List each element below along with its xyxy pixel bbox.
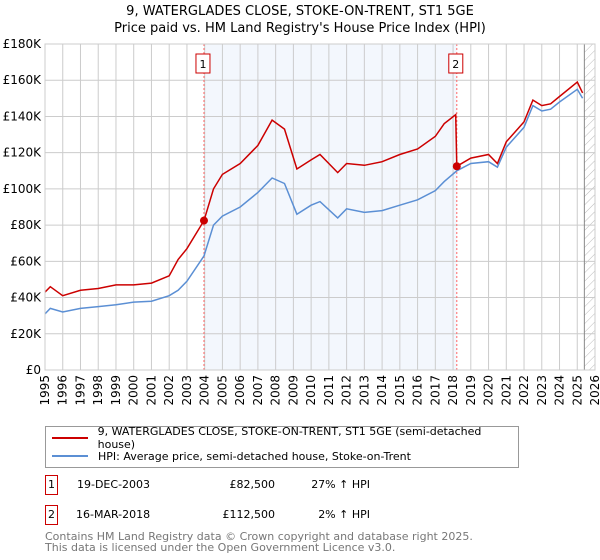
x-tick-label: 1997 — [73, 375, 87, 406]
y-tick-label: £140K — [3, 109, 43, 123]
y-tick-label: £180K — [3, 37, 43, 51]
x-tick-label: 2003 — [180, 375, 194, 406]
x-tick-label: 2012 — [340, 375, 354, 406]
y-tick-label: £0 — [26, 363, 41, 377]
y-tick-label: £40K — [10, 291, 42, 305]
legend-blue-line — [52, 455, 88, 457]
x-tick-label: 2008 — [269, 375, 283, 406]
x-tick-label: 2013 — [357, 375, 371, 406]
sale-date: 19-DEC-2003 — [77, 478, 151, 491]
y-tick-label: £80K — [10, 218, 42, 232]
x-tick-label: 2011 — [322, 375, 336, 406]
sale-row-1: 1 19-DEC-2003 £82,500 27% ↑ HPI — [45, 475, 445, 495]
legend-label-property: 9, WATERGLADES CLOSE, STOKE-ON-TRENT, ST… — [97, 425, 482, 451]
x-tick-label: 2009 — [286, 375, 300, 406]
property-line — [44, 80, 584, 297]
x-tick-label: 2005 — [215, 375, 229, 406]
footer-line-1: Contains HM Land Registry data © Crown c… — [45, 530, 473, 543]
sale-row-2: 2 16-MAR-2018 £112,500 2% ↑ HPI — [45, 505, 445, 525]
x-tick-label: 2004 — [198, 375, 212, 406]
x-tick-label: 2021 — [499, 375, 513, 406]
x-tick-label: 2010 — [304, 375, 318, 406]
sale-marker-2: 2 — [45, 505, 58, 525]
sale-marker-1: 1 — [45, 475, 58, 495]
legend-label-hpi: HPI: Average price, semi-detached house,… — [98, 449, 411, 463]
shaded-region — [203, 44, 457, 370]
sale-point-2 — [452, 162, 461, 171]
chart-title: 9, WATERGLADES CLOSE, STOKE-ON-TRENT, ST… — [126, 4, 474, 19]
y-tick-label: £120K — [3, 146, 43, 160]
x-tick-label: 2022 — [517, 375, 531, 406]
y-tick-label: £100K — [3, 182, 43, 196]
legend-red-line — [52, 437, 88, 439]
y-tick-label: £160K — [3, 73, 43, 87]
sale-badge-label-1: 1 — [199, 58, 206, 71]
x-tick-label: 2023 — [535, 375, 549, 406]
x-tick-label: 2006 — [233, 375, 247, 406]
sale-badge-label-2: 2 — [452, 58, 459, 71]
x-tick-label: 1995 — [38, 375, 52, 406]
x-tick-label: 2015 — [393, 375, 407, 406]
x-tick-label: 2007 — [251, 375, 265, 406]
x-tick-label: 2002 — [162, 375, 176, 406]
sale-price: £112,500 — [222, 508, 276, 521]
x-tick-label: 2017 — [428, 375, 442, 406]
x-tick-label: 1996 — [56, 375, 70, 406]
x-tick-label: 1999 — [109, 375, 123, 406]
x-tick-label: 2024 — [553, 375, 567, 406]
sale-price: £82,500 — [229, 478, 276, 491]
x-tick-label: 2014 — [375, 375, 389, 406]
sale-point-1 — [199, 216, 208, 225]
chart-subtitle: Price paid vs. HM Land Registry's House … — [114, 21, 486, 36]
plot-area: 1995 1996 1997 1998 1999 2000 2001 2002 2003 2004… — [3, 37, 600, 406]
y-tick-label: £60K — [10, 254, 42, 268]
x-tick-label: 2019 — [464, 375, 478, 406]
x-tick-label: 1998 — [91, 375, 105, 406]
hpi-line — [44, 88, 584, 315]
hatched-region — [584, 44, 595, 370]
footer: Contains HM Land Registry data © Crown c… — [45, 531, 473, 553]
x-tick-label: 2001 — [144, 375, 158, 406]
sale-hpi: 2% ↑ HPI — [318, 508, 370, 521]
sale-date: 16-MAR-2018 — [76, 508, 151, 521]
sale-badge-2 — [448, 53, 464, 74]
legend: 9, WATERGLADES CLOSE, STOKE-ON-TRENT, ST… — [45, 425, 519, 468]
sale-hpi: 27% ↑ HPI — [311, 478, 370, 491]
footer-line-2: This data is licensed under the Open Gov… — [45, 541, 396, 554]
plot-border — [44, 43, 596, 371]
y-tick-label: £20K — [10, 327, 42, 341]
x-tick-label: 2026 — [588, 375, 600, 406]
sale-badge-1 — [195, 53, 211, 74]
x-tick-label: 2016 — [411, 375, 425, 406]
x-tick-label: 2000 — [127, 375, 141, 406]
x-tick-label: 2018 — [446, 375, 460, 406]
x-tick-label: 2020 — [482, 375, 496, 406]
x-tick-label: 2025 — [570, 375, 584, 406]
